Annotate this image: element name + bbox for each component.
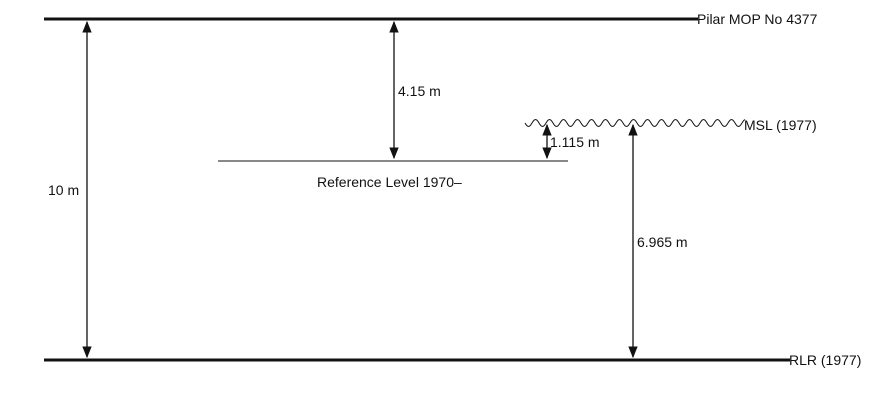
total-height-label: 10 m <box>48 182 79 198</box>
top-to-reference-label: 4.15 m <box>398 83 441 99</box>
msl-wavy-line <box>524 119 746 127</box>
reference-to-msl-label: 1.115 m <box>550 134 600 150</box>
msl-label: MSL (1977) <box>744 117 817 133</box>
reference-level-label: Reference Level 1970– <box>317 174 462 190</box>
pilar-mop-label: Pilar MOP No 4377 <box>697 11 818 27</box>
msl-to-rlr-label: 6.965 m <box>637 234 688 250</box>
rlr-label: RLR (1977) <box>789 352 861 368</box>
